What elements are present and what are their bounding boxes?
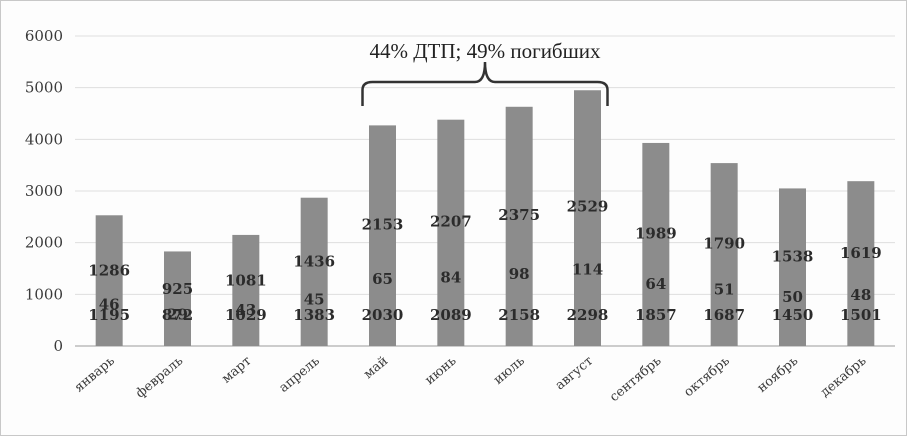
category-label: июль bbox=[491, 354, 528, 388]
data-label: 1619 bbox=[840, 244, 882, 262]
category-label: июнь bbox=[422, 354, 459, 388]
bar bbox=[232, 234, 260, 346]
data-label: 1450 bbox=[772, 306, 814, 324]
data-label: 2153 bbox=[362, 215, 404, 233]
category-label: май bbox=[361, 354, 391, 383]
data-label: 925 bbox=[162, 280, 193, 298]
y-tick-label: 6000 bbox=[25, 27, 63, 45]
data-label: 1286 bbox=[88, 261, 130, 279]
bar bbox=[95, 215, 123, 346]
category-label: октябрь bbox=[681, 354, 732, 401]
bar bbox=[505, 106, 533, 347]
data-label: 2089 bbox=[430, 306, 472, 324]
category-label: декабрь bbox=[818, 354, 870, 401]
annotation-bracket bbox=[361, 61, 609, 106]
y-tick-label: 1000 bbox=[25, 285, 63, 303]
data-label: 1790 bbox=[703, 235, 745, 253]
bar bbox=[369, 125, 396, 346]
data-label: 1081 bbox=[225, 271, 267, 289]
data-label: 2207 bbox=[430, 213, 472, 231]
category-label: март bbox=[219, 354, 254, 387]
data-label: 2375 bbox=[498, 206, 540, 224]
data-label: 65 bbox=[372, 270, 393, 288]
data-label: 43 bbox=[235, 301, 256, 319]
data-label: 48 bbox=[850, 286, 871, 304]
bar bbox=[437, 119, 465, 346]
bar bbox=[164, 251, 191, 346]
annotation-text: 44% ДТП; 49% погибших bbox=[369, 39, 601, 63]
data-label: 64 bbox=[645, 275, 666, 293]
data-label: 50 bbox=[782, 288, 803, 306]
data-label: 114 bbox=[572, 260, 603, 278]
data-label: 2529 bbox=[567, 198, 609, 216]
data-label: 29 bbox=[167, 305, 188, 323]
data-label: 84 bbox=[440, 269, 461, 287]
data-label: 1687 bbox=[703, 306, 745, 324]
y-tick-label: 0 bbox=[53, 337, 63, 355]
data-label: 1538 bbox=[772, 248, 814, 266]
y-tick-label: 3000 bbox=[25, 182, 63, 200]
data-label: 46 bbox=[99, 295, 120, 313]
data-label: 1436 bbox=[293, 252, 335, 270]
category-label: ноябрь bbox=[755, 354, 801, 396]
data-label: 2030 bbox=[362, 306, 404, 324]
y-tick-label: 4000 bbox=[25, 130, 63, 148]
data-label: 1029 bbox=[225, 306, 267, 324]
bar bbox=[710, 163, 738, 346]
data-label: 1195 bbox=[88, 306, 130, 324]
bar bbox=[847, 181, 875, 346]
data-label: 872 bbox=[162, 306, 193, 324]
bar bbox=[779, 188, 806, 346]
data-label: 98 bbox=[509, 265, 530, 283]
data-label: 1857 bbox=[635, 306, 677, 324]
y-tick-label: 2000 bbox=[25, 234, 63, 252]
category-label: сентябрь bbox=[607, 354, 664, 406]
bar bbox=[300, 197, 328, 346]
bar bbox=[642, 142, 670, 346]
category-label: апрель bbox=[276, 354, 322, 396]
data-label: 1383 bbox=[293, 306, 335, 324]
y-tick-label: 5000 bbox=[25, 79, 63, 97]
data-label: 2298 bbox=[567, 306, 609, 324]
data-label: 1989 bbox=[635, 224, 677, 242]
data-label: 51 bbox=[714, 281, 735, 299]
category-label: январь bbox=[72, 354, 118, 396]
category-label: август bbox=[553, 354, 596, 394]
data-label: 45 bbox=[304, 290, 325, 308]
data-label: 1501 bbox=[840, 306, 882, 324]
data-label: 2158 bbox=[498, 306, 540, 324]
bar bbox=[574, 90, 601, 346]
category-label: февраль bbox=[133, 354, 186, 402]
